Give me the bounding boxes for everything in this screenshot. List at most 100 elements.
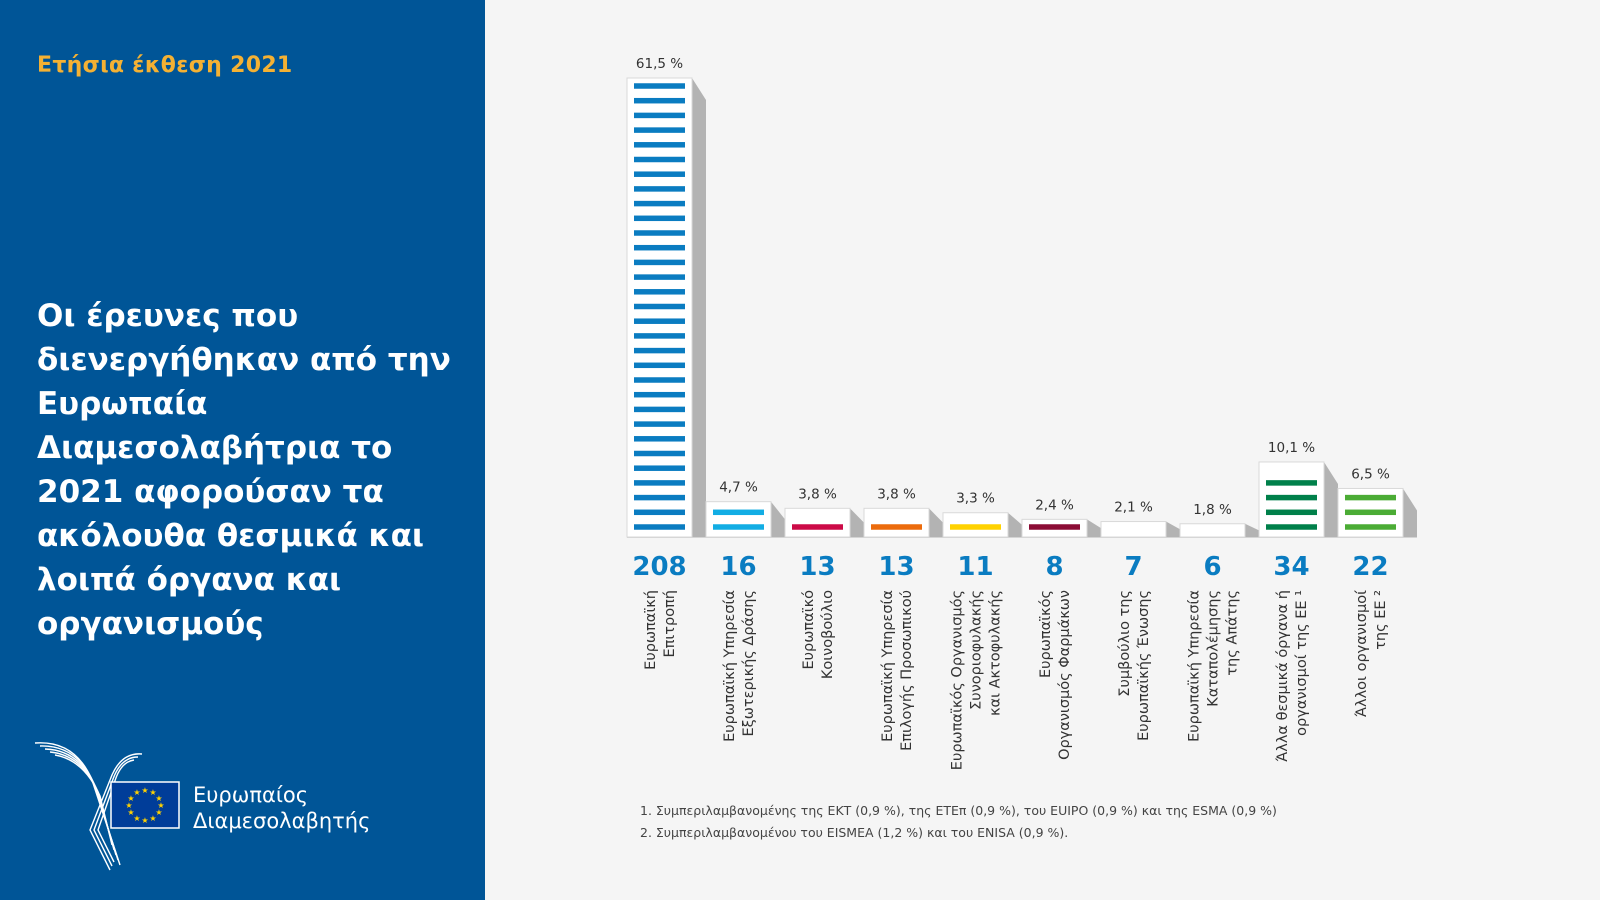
count-label: 7 <box>1124 552 1142 582</box>
category-label: Ευρωπαϊκός Οργανισμός Συνοριοφυλακής και Α… <box>950 590 1004 770</box>
category-label-line: Καταπολέμησης <box>1206 590 1222 707</box>
bar-group <box>705 501 785 538</box>
bar-stripe <box>1345 509 1396 516</box>
svg-text:★: ★ <box>155 808 162 817</box>
bar <box>784 507 851 538</box>
bar-stripe <box>634 127 685 133</box>
footnote-2: 2. Συμπεριλαμβανομένου του EISMEA (1,2 %… <box>640 825 1069 840</box>
bar-side <box>1245 523 1259 537</box>
bar-stripe <box>634 230 685 236</box>
bar-side <box>1324 461 1338 537</box>
bar-stripe <box>1266 494 1317 501</box>
bar-side <box>771 501 785 537</box>
bar-stripe <box>634 142 685 148</box>
category-label-line: Ευρωπαϊκή Υπηρεσία <box>722 590 738 742</box>
category-label-line: Εξωτερικής Δράσης <box>741 590 757 737</box>
bar-stripe <box>634 83 685 89</box>
category-label-line: της ΕΕ ² <box>1373 590 1389 650</box>
percent-label: 10,1 % <box>1268 440 1315 456</box>
logo-line-2: Διαμεσολαβητής <box>193 809 371 833</box>
footnote-1: 1. Συμπεριλαμβανομένης της ΕΚΤ (0,9 %), … <box>640 803 1277 818</box>
bar-side <box>1087 519 1101 537</box>
category-label-line: Άλλα θεσμικά όργανα ή <box>1275 590 1291 762</box>
category-label-line: Επιλογής Προσωπικού <box>899 590 915 751</box>
bar-stripe <box>634 509 685 516</box>
count-label: 8 <box>1045 552 1063 582</box>
bar-stripe <box>1266 524 1317 530</box>
chart-headline: Οι έρευνες που διενεργήθηκαν από την Ευρ… <box>37 298 451 642</box>
count-label: 6 <box>1203 552 1221 582</box>
report-label: Ετήσια έκθεση 2021 <box>37 53 293 78</box>
category-label: Ευρωπαϊκή Επιτροπή <box>643 590 678 670</box>
bar-stripe <box>634 171 685 177</box>
bar-stripe <box>634 465 685 471</box>
category-label-line: της Απάτης <box>1225 590 1241 676</box>
bar-group <box>1179 523 1259 538</box>
bar-side <box>1008 512 1022 537</box>
bar-stripe <box>634 186 685 192</box>
bar-stripe <box>713 509 764 516</box>
bar-stripe <box>634 97 685 104</box>
category-label: Ευρωπαϊκή Υπηρεσία Επιλογής Προσωπικού <box>880 590 915 751</box>
bar-stripe <box>950 524 1001 530</box>
percent-label: 6,5 % <box>1351 466 1390 482</box>
bar-stripe <box>634 215 685 222</box>
svg-text:★: ★ <box>125 801 132 810</box>
bar-stripe <box>634 377 685 383</box>
percent-label: 2,1 % <box>1114 500 1153 516</box>
svg-text:★: ★ <box>149 814 156 823</box>
sidebar-panel: Ετήσια έκθεση 2021 Οι έρευνες που διενερ… <box>0 0 485 900</box>
ombudsman-y-icon <box>34 742 143 871</box>
eu-flag-icon <box>110 781 180 829</box>
bar-stripe <box>634 244 685 251</box>
bar-stripe <box>634 347 685 354</box>
percent-label: 3,8 % <box>877 486 916 502</box>
category-label-line: Συνοριοφυλακής <box>969 590 985 710</box>
category-label-line: και Ακτοφυλακής <box>988 590 1004 716</box>
svg-text:★: ★ <box>155 794 162 803</box>
bar-stripe <box>634 200 685 207</box>
labels-layer: 61,5 % 208 Ευρωπαϊκή Επιτροπή 4,7 % 16 Ευρωπαϊ… <box>632 56 1390 770</box>
percent-label: 1,8 % <box>1193 502 1232 518</box>
svg-text:★: ★ <box>133 788 140 797</box>
category-label-line: Ευρωπαϊκή Υπηρεσία <box>1187 590 1203 742</box>
category-label-line: οργανισμοί της ΕΕ ¹ <box>1294 590 1310 736</box>
bar-stripe <box>634 318 685 324</box>
count-label: 34 <box>1273 552 1309 582</box>
bar <box>1100 521 1167 538</box>
bar-stripe <box>634 421 685 427</box>
percent-label: 2,4 % <box>1035 497 1074 513</box>
bar-group <box>784 507 864 538</box>
category-label-line: Συμβούλιο της <box>1117 590 1133 697</box>
bar-side <box>929 508 943 537</box>
count-label: 208 <box>632 552 686 582</box>
category-label-line: Ευρωπαϊκής Ένωσης <box>1136 590 1152 741</box>
category-label-line: Ευρωπαϊκός <box>1038 590 1054 678</box>
bar-stripe <box>1345 524 1396 530</box>
logo-line-1: Ευρωπαίος <box>193 783 309 807</box>
count-label: 11 <box>957 552 993 582</box>
bar <box>705 501 772 538</box>
category-label-line: Επιτροπή <box>662 590 678 658</box>
svg-text:★: ★ <box>127 808 134 817</box>
bar-stripe <box>1029 524 1080 530</box>
svg-text:★: ★ <box>141 786 148 795</box>
svg-text:★: ★ <box>133 814 140 823</box>
svg-text:★: ★ <box>141 816 148 825</box>
category-label-line: Ευρωπαϊκό <box>801 590 817 670</box>
bar-group <box>1258 461 1338 538</box>
bar-stripe <box>634 524 685 530</box>
svg-text:★: ★ <box>127 794 134 803</box>
bar-stripe <box>634 436 685 442</box>
bar-stripe <box>634 333 685 339</box>
bar-stripe <box>634 494 685 501</box>
category-label-line: Ευρωπαϊκός Οργανισμός <box>950 590 966 770</box>
percent-label: 61,5 % <box>636 56 683 72</box>
bar-stripe <box>713 524 764 530</box>
category-label: Ευρωπαϊκό Κοινοβούλιο <box>801 590 836 679</box>
category-label-line: Ευρωπαϊκή Υπηρεσία <box>880 590 896 742</box>
bar-stripe <box>634 112 685 119</box>
bar-stripe <box>634 289 685 295</box>
count-label: 13 <box>878 552 914 582</box>
bar-group <box>1337 487 1417 538</box>
